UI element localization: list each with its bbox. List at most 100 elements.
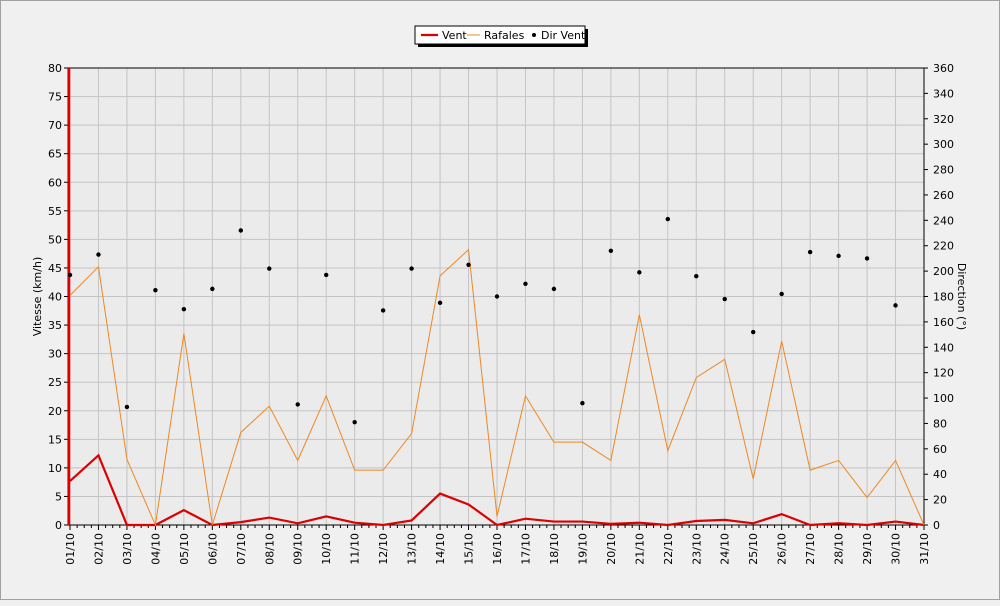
x-tick-label: 07/10: [235, 533, 248, 565]
legend-label: Rafales: [484, 29, 525, 42]
x-tick-label: 15/10: [463, 533, 476, 565]
y2-tick-label: 0: [933, 519, 940, 532]
x-tick-label: 06/10: [206, 533, 219, 565]
dir-vent-point: [96, 252, 101, 257]
dir-vent-point: [124, 404, 130, 410]
y-tick-label: 15: [48, 433, 62, 446]
x-tick-label: 27/10: [804, 533, 817, 565]
dir-vent-point: [494, 294, 500, 299]
y2-tick-label: 220: [933, 240, 954, 253]
legend: Vent Rafales Dir Vent: [414, 25, 588, 47]
dir-vent-point: [352, 419, 357, 425]
dir-vent-point: [67, 272, 73, 278]
dir-vent-point: [466, 262, 471, 267]
y2-tick-label: 60: [933, 443, 947, 456]
dir-vent-point: [694, 273, 699, 279]
dir-vent-point: [153, 287, 158, 293]
y2-tick-label: 120: [933, 367, 954, 380]
y-tick-label: 80: [48, 62, 62, 75]
y-tick-label: 70: [48, 119, 62, 132]
x-tick-label: 01/10: [64, 533, 77, 565]
dir-vent-point: [267, 266, 272, 271]
x-tick-label: 28/10: [833, 533, 846, 565]
x-tick-label: 30/10: [890, 533, 903, 565]
x-tick-label: 02/10: [92, 533, 105, 565]
x-tick-label: 21/10: [633, 533, 646, 565]
y2-tick-label: 40: [933, 468, 947, 481]
x-tick-label: 22/10: [662, 533, 675, 565]
dir-vent-point: [210, 286, 215, 292]
x-tick-label: 08/10: [263, 533, 276, 565]
legend-label: Vent: [442, 29, 467, 42]
x-tick-label: 29/10: [861, 533, 874, 565]
y2-tick-label: 140: [933, 341, 954, 354]
x-tick-label: 03/10: [121, 533, 134, 565]
y-tick-label: 50: [48, 233, 62, 246]
dir-vent-point: [637, 270, 642, 275]
dir-vent-point: [523, 281, 528, 287]
x-tick-label: 19/10: [576, 533, 589, 565]
x-tick-label: 04/10: [149, 533, 162, 565]
dir-vent-point: [836, 253, 841, 259]
dir-vent-point: [380, 308, 386, 313]
legend-label: Dir Vent: [541, 29, 586, 42]
dir-vent-point: [580, 400, 585, 406]
x-tick-label: 10/10: [320, 533, 333, 565]
dir-vent-point: [409, 266, 414, 271]
y2-tick-label: 80: [933, 417, 947, 430]
y2-tick-label: 20: [933, 494, 947, 507]
x-tick-label: 24/10: [719, 533, 732, 565]
dir-vent-point: [722, 296, 727, 302]
rafales-line: [69, 248, 925, 527]
x-tick-label: 18/10: [548, 533, 561, 565]
dir-vent-point: [807, 249, 813, 255]
dir-vent-point: [238, 228, 243, 233]
x-tick-label: 13/10: [406, 533, 419, 565]
dir-vent-point: [608, 248, 614, 253]
dir-vent-point: [295, 402, 300, 407]
y-tick-label: 25: [48, 376, 62, 389]
y2-tick-label: 280: [933, 164, 954, 177]
y-tick-label: 5: [55, 490, 62, 503]
x-tick-label: 23/10: [690, 533, 703, 565]
y-tick-label: 45: [48, 262, 62, 275]
y-tick-label: 65: [48, 148, 62, 161]
y-tick-label: 55: [48, 205, 62, 218]
x-tick-label: 26/10: [776, 533, 789, 565]
y-axis-label: Vitesse (km/h): [31, 257, 44, 337]
x-tick-label: 09/10: [292, 533, 305, 565]
y-tick-label: 40: [48, 291, 62, 304]
legend-dot-icon: [532, 33, 536, 37]
dir-vent-point: [665, 216, 670, 222]
y2-tick-label: 320: [933, 113, 954, 126]
y-tick-label: 20: [48, 405, 62, 418]
y2-tick-label: 260: [933, 189, 954, 202]
x-tick-label: 05/10: [178, 533, 191, 565]
y2-tick-label: 200: [933, 265, 954, 278]
y2-tick-label: 340: [933, 87, 954, 100]
x-tick-label: 17/10: [519, 533, 532, 565]
y-tick-label: 35: [48, 319, 62, 332]
y2-tick-label: 240: [933, 214, 954, 227]
y-tick-label: 60: [48, 176, 62, 189]
dir-vent-point: [324, 272, 329, 278]
dir-vent-point: [751, 329, 756, 335]
x-tick-label: 31/10: [918, 533, 931, 565]
y-tick-label: 75: [48, 91, 62, 104]
dir-vent-point: [893, 303, 898, 308]
x-tick-label: 16/10: [491, 533, 504, 565]
x-tick-label: 11/10: [349, 533, 362, 565]
x-tick-label: 20/10: [605, 533, 618, 565]
legend-box: [414, 25, 586, 45]
y2-tick-label: 300: [933, 138, 954, 151]
dir-vent-point: [551, 286, 557, 292]
dir-vent-point: [779, 291, 784, 297]
dir-vent-point: [181, 306, 187, 312]
dir-vent-point: [437, 300, 443, 306]
y2-axis-label: Direction (°): [955, 263, 968, 330]
y2-tick-label: 360: [933, 62, 954, 75]
y2-tick-label: 100: [933, 392, 954, 405]
dir-vent-point: [864, 256, 870, 261]
